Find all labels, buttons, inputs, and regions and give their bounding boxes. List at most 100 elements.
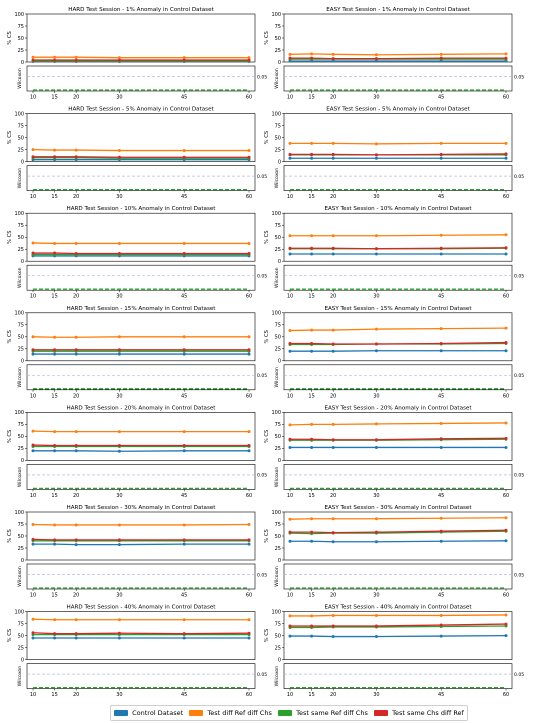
y-tick-label: 75 (275, 223, 281, 229)
data-point-diff_ref_diff_chs (247, 335, 251, 339)
x-tick-label: 20 (330, 692, 336, 698)
panel-title: EASY Test Session - 30% Anomaly in Contr… (324, 505, 472, 511)
data-point-control (53, 449, 57, 453)
y-tick-label: 25 (18, 247, 24, 253)
y-axis-label: % CS (264, 629, 270, 643)
data-point-same_chs_diff_ref (288, 437, 292, 441)
x-tick-label: 20 (73, 294, 79, 300)
data-point-diff_ref_diff_chs (53, 430, 57, 434)
data-point-diff_ref_diff_chs (310, 52, 314, 56)
x-tick-label: 30 (116, 493, 122, 499)
y-tick-label: 50 (275, 135, 281, 141)
y-tick-label: 25 (275, 645, 281, 651)
data-point-diff_ref_diff_chs (31, 55, 35, 59)
data-point-control (247, 352, 251, 356)
figure-grid: HARD Test Session - 1% Anomaly in Contro… (7, 7, 524, 698)
data-point-control (182, 636, 186, 640)
panel-title: HARD Test Session - 15% Anomaly in Contr… (66, 306, 216, 312)
data-point-control (374, 540, 378, 544)
data-point-diff_ref_diff_chs (439, 233, 443, 237)
data-point-same_chs_diff_ref (310, 624, 314, 628)
lower-y-axis-label: Wilcoxon (274, 267, 280, 288)
data-point-diff_ref_diff_chs (504, 326, 508, 330)
x-tick-label: 10 (30, 593, 36, 599)
y-tick-label: 75 (18, 24, 24, 30)
data-point-same_chs_diff_ref (288, 624, 292, 628)
y-tick-label: 50 (275, 534, 281, 540)
data-point-control (247, 449, 251, 453)
data-point-same_chs_diff_ref (504, 436, 508, 440)
data-point-same_chs_diff_ref (31, 443, 35, 447)
data-point-control (288, 349, 292, 353)
y-tick-label: 0 (21, 359, 24, 365)
x-tick-label: 10 (287, 294, 293, 300)
y-tick-label: 50 (18, 633, 24, 639)
data-point-same_chs_diff_ref (117, 444, 121, 448)
x-tick-label: 45 (438, 194, 444, 200)
series-line-diff_ref_diff_chs (290, 614, 507, 617)
y-tick-label: 25 (275, 446, 281, 452)
x-tick-label: 45 (181, 95, 187, 101)
x-tick-label: 20 (330, 493, 336, 499)
data-point-same_chs_diff_ref (439, 152, 443, 156)
data-point-same_chs_diff_ref (504, 341, 508, 345)
data-point-diff_ref_diff_chs (288, 52, 292, 56)
data-point-same_chs_diff_ref (74, 58, 78, 62)
data-point-same_chs_diff_ref (53, 58, 57, 62)
x-tick-label: 20 (73, 692, 79, 698)
data-point-control (374, 252, 378, 256)
legend-swatch-control (114, 710, 129, 716)
data-point-diff_ref_diff_chs (53, 241, 57, 245)
y-axis-label: % CS (264, 430, 270, 444)
threshold-label: 0.05 (514, 174, 524, 180)
y-tick-label: 75 (18, 422, 24, 428)
x-tick-label: 60 (246, 294, 252, 300)
x-tick-label: 60 (246, 493, 252, 499)
data-point-control (288, 156, 292, 160)
lower-axes-frame (26, 165, 256, 191)
data-point-control (288, 539, 292, 543)
lower-axes-frame (283, 563, 513, 590)
data-point-diff_ref_diff_chs (182, 149, 186, 153)
y-tick-label: 75 (18, 123, 24, 129)
data-point-diff_ref_diff_chs (504, 52, 508, 56)
data-point-control (310, 634, 314, 638)
x-tick-label: 30 (373, 294, 379, 300)
x-tick-label: 45 (181, 294, 187, 300)
x-tick-label: 15 (308, 692, 314, 698)
data-point-same_chs_diff_ref (288, 530, 292, 534)
y-tick-label: 0 (278, 458, 281, 464)
data-point-same_chs_diff_ref (331, 152, 335, 156)
legend-swatch-same-chs-diff-ref (374, 710, 389, 716)
threshold-label: 0.05 (514, 274, 524, 280)
y-tick-label: 50 (275, 235, 281, 241)
data-point-same_chs_diff_ref (439, 246, 443, 250)
panel-5-0: HARD Test Session - 30% Anomaly in Contr… (7, 505, 267, 599)
y-tick-label: 25 (275, 546, 281, 552)
data-point-control (439, 252, 443, 256)
data-point-diff_ref_diff_chs (374, 234, 378, 238)
x-tick-label: 15 (51, 294, 57, 300)
x-tick-label: 10 (287, 493, 293, 499)
data-point-diff_ref_diff_chs (74, 430, 78, 434)
data-point-same_chs_diff_ref (53, 538, 57, 542)
x-tick-label: 20 (330, 393, 336, 399)
x-tick-label: 15 (51, 393, 57, 399)
main-axes-frame (26, 412, 256, 461)
data-point-diff_ref_diff_chs (374, 327, 378, 331)
x-tick-label: 10 (287, 194, 293, 200)
data-point-control (117, 636, 121, 640)
x-tick-label: 30 (373, 95, 379, 101)
lower-y-axis-label: Wilcoxon (274, 367, 280, 388)
data-point-diff_ref_diff_chs (504, 141, 508, 145)
main-axes-frame (26, 611, 256, 660)
data-point-control (310, 252, 314, 256)
data-point-control (247, 636, 251, 640)
x-tick-label: 60 (503, 593, 509, 599)
y-tick-label: 25 (18, 147, 24, 153)
data-point-diff_ref_diff_chs (504, 613, 508, 617)
data-point-control (439, 349, 443, 353)
y-tick-label: 75 (18, 223, 24, 229)
data-point-control (288, 634, 292, 638)
data-point-same_chs_diff_ref (182, 444, 186, 448)
